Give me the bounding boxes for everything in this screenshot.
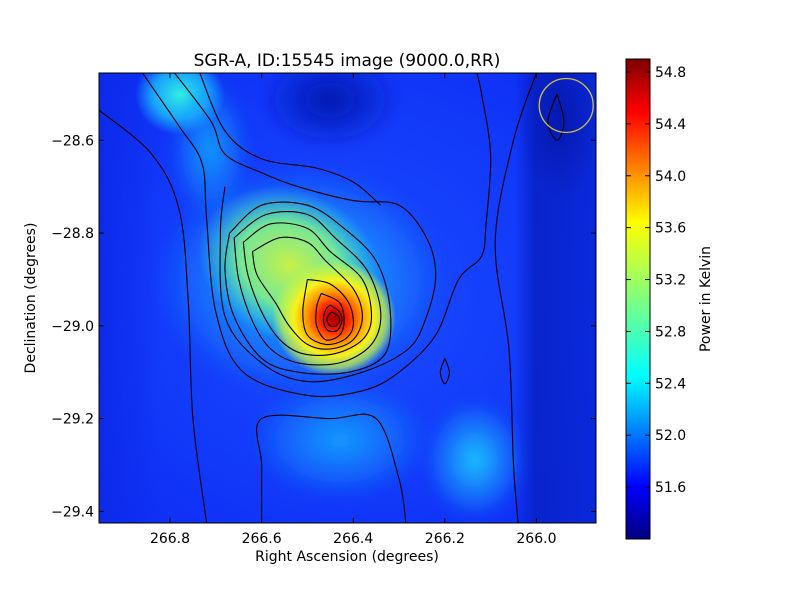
axes-frame <box>98 72 597 524</box>
contour-line <box>315 292 345 341</box>
contour-line <box>256 413 407 523</box>
y-axis-label: Declination (degrees) <box>23 223 39 374</box>
chart-title: SGR-A, ID:15545 image (9000.0,RR) <box>194 51 501 71</box>
contour-line <box>322 304 343 333</box>
y-tick-label: −29.0 <box>51 319 94 335</box>
contour-line <box>326 311 341 327</box>
colorbar-tick-label: 54.8 <box>655 65 686 81</box>
contour-line <box>251 236 363 350</box>
x-tick-label: 266.0 <box>516 531 556 547</box>
y-tick-label: −29.2 <box>51 412 94 428</box>
colorbar-label: Power in Kelvin <box>698 246 714 352</box>
contour-line <box>199 73 382 206</box>
contour-line <box>439 358 450 385</box>
colorbar-tick-label: 54.4 <box>655 117 686 133</box>
x-axis-ticks: 266.8 266.6 266.4 266.2 266.0 <box>150 73 556 547</box>
colorbar-tick-label: 52.4 <box>655 376 686 392</box>
y-tick-label: −28.6 <box>51 133 94 149</box>
contour-line <box>224 201 392 375</box>
y-axis-ticks: −28.6 −28.8 −29.0 −29.2 −29.4 <box>51 133 596 520</box>
marker-circle-shape <box>538 77 594 134</box>
heatmap <box>99 73 596 523</box>
colorbar-ticks: 54.8 54.4 54.0 53.6 53.2 52.8 52.4 52.0 51.6 <box>626 65 686 496</box>
x-tick-label: 266.8 <box>150 531 190 547</box>
colorbar-tick-label: 53.6 <box>655 221 686 237</box>
x-tick-label: 266.6 <box>242 531 282 547</box>
y-tick-label: −29.4 <box>51 504 94 520</box>
contour-line <box>142 73 492 398</box>
contour-line <box>494 73 538 523</box>
x-axis-label: Right Ascension (degrees) <box>255 549 439 565</box>
contour-line <box>242 222 373 356</box>
y-tick-label: −28.8 <box>51 226 94 242</box>
contour-line <box>174 73 437 383</box>
colorbar-tick-label: 51.6 <box>655 480 686 496</box>
contour-line <box>547 93 565 141</box>
colorbar <box>625 58 651 540</box>
colorbar-tick-label: 52.8 <box>655 324 686 340</box>
colorbar-tick-label: 54.0 <box>655 169 686 185</box>
marker-circle <box>538 77 594 134</box>
contour-line <box>233 211 382 366</box>
x-tick-label: 266.2 <box>425 531 465 547</box>
contour-line <box>302 278 354 346</box>
colorbar-tick-label: 53.2 <box>655 273 686 289</box>
contour-lines <box>99 73 565 523</box>
contour-line <box>99 109 208 523</box>
x-tick-label: 266.4 <box>333 531 373 547</box>
colorbar-tick-label: 52.0 <box>655 428 686 444</box>
